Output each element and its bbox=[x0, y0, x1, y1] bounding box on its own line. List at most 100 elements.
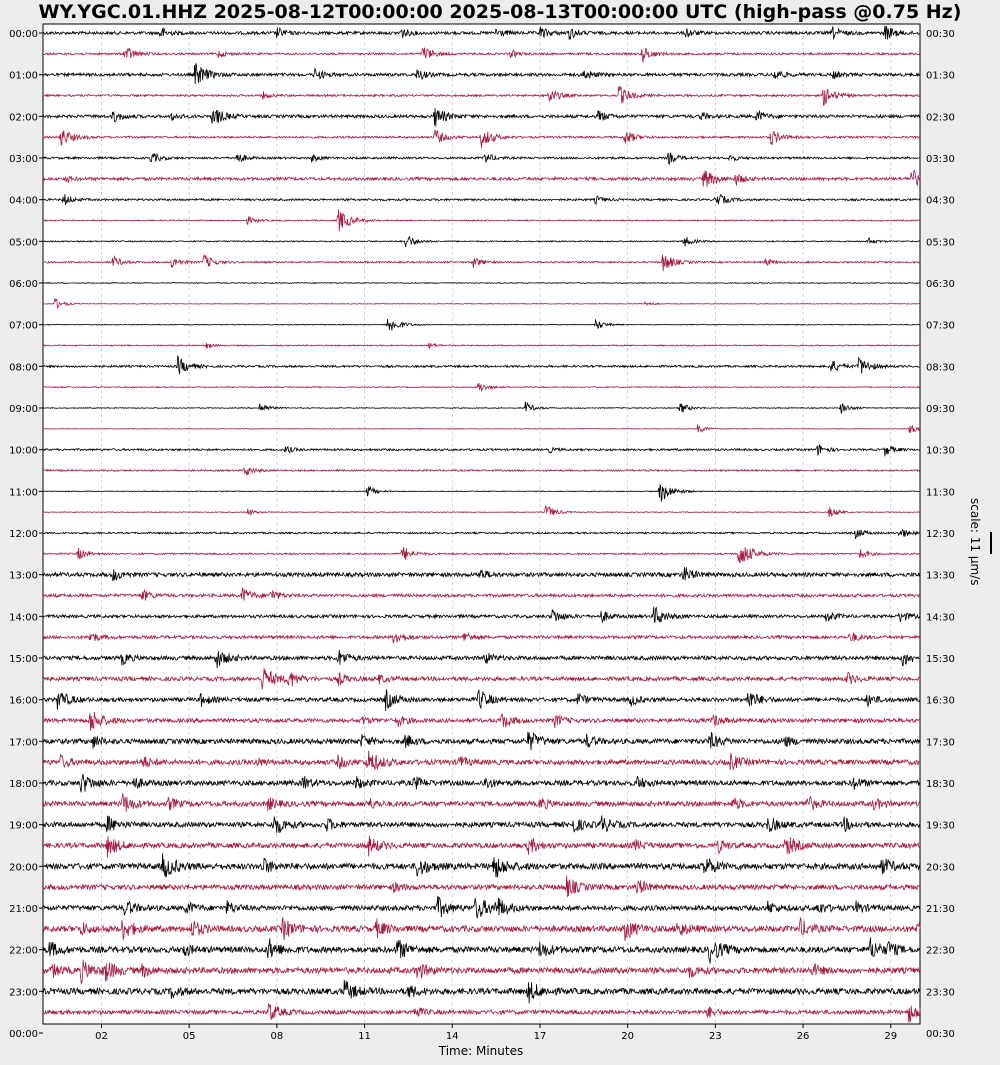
right-time-label: 19:30 bbox=[926, 821, 955, 832]
trace-row bbox=[42, 587, 921, 601]
trace-row bbox=[42, 355, 921, 375]
right-time-label: 10:30 bbox=[926, 446, 955, 457]
trace-row bbox=[42, 979, 921, 1004]
trace-row bbox=[42, 47, 921, 64]
plot-area bbox=[42, 23, 921, 1025]
right-time-label: 07:30 bbox=[926, 321, 955, 332]
right-time-label: 06:30 bbox=[926, 279, 955, 290]
right-time-label: 22:30 bbox=[926, 946, 955, 957]
right-time-label: 20:30 bbox=[926, 862, 955, 873]
x-tick-label: 14 bbox=[446, 1031, 459, 1042]
right-time-label: 05:30 bbox=[926, 237, 955, 248]
trace-row bbox=[42, 193, 921, 206]
right-time-label: 11:30 bbox=[926, 487, 955, 498]
left-time-label: 07:00 bbox=[9, 321, 38, 332]
right-time-label: 04:30 bbox=[926, 196, 955, 207]
trace-row bbox=[42, 606, 921, 624]
right-time-label: 09:30 bbox=[926, 404, 955, 415]
trace-row bbox=[42, 649, 921, 669]
trace-row bbox=[42, 382, 921, 392]
trace-row bbox=[42, 108, 921, 127]
left-time-labels: 00:00 01:00 02:00 03:00 04:00 05:00 06:00 07:00… bbox=[9, 29, 43, 1040]
right-time-label: 14:30 bbox=[926, 612, 955, 623]
trace-row bbox=[42, 959, 921, 985]
trace-row bbox=[42, 401, 921, 414]
right-time-label: 17:30 bbox=[926, 737, 955, 748]
trace-row bbox=[43, 567, 921, 582]
left-time-label: 18:00 bbox=[9, 779, 38, 790]
trace-row bbox=[42, 169, 921, 187]
right-time-label: 12:30 bbox=[926, 529, 955, 540]
x-tick-label: 26 bbox=[797, 1031, 810, 1042]
scale-label: scale: 11 µm/s bbox=[968, 498, 982, 585]
trace-row bbox=[42, 835, 921, 858]
trace-row bbox=[42, 63, 921, 85]
trace-row bbox=[42, 916, 921, 941]
trace-row bbox=[42, 209, 921, 232]
seismic-traces bbox=[42, 25, 921, 1024]
left-time-label: 21:00 bbox=[9, 904, 38, 915]
x-tick-label: 20 bbox=[621, 1031, 634, 1042]
left-time-label: 23:00 bbox=[9, 987, 38, 998]
right-time-label: 23:30 bbox=[926, 987, 955, 998]
trace-row bbox=[42, 505, 921, 518]
right-time-label: 18:30 bbox=[926, 779, 955, 790]
trace-row bbox=[42, 1002, 921, 1024]
chart-title: WY.YGC.01.HHZ 2025-08-12T00:00:00 2025-0… bbox=[38, 1, 962, 23]
trace-row bbox=[42, 85, 921, 106]
trace-row bbox=[42, 631, 921, 645]
left-time-label: 13:00 bbox=[9, 571, 38, 582]
right-time-label: 15:30 bbox=[926, 654, 955, 665]
left-time-label: 16:00 bbox=[9, 696, 38, 707]
right-time-label: 16:30 bbox=[926, 696, 955, 707]
left-time-label: 04:00 bbox=[9, 196, 38, 207]
trace-row bbox=[42, 731, 921, 751]
left-time-label: 19:00 bbox=[9, 821, 38, 832]
trace-row bbox=[42, 528, 921, 539]
right-time-label: 00:30 bbox=[926, 29, 955, 40]
x-tick-label: 29 bbox=[884, 1031, 897, 1042]
left-time-label: 00:00 bbox=[9, 29, 38, 40]
x-tick-label: 02 bbox=[95, 1031, 108, 1042]
trace-row bbox=[43, 712, 921, 732]
right-time-label: 08:30 bbox=[926, 362, 955, 373]
left-time-label: 02:00 bbox=[9, 112, 38, 123]
left-time-label: 08:00 bbox=[9, 362, 38, 373]
right-time-label: 03:30 bbox=[926, 154, 955, 165]
left-time-label: 03:00 bbox=[9, 154, 38, 165]
x-axis-ticks: 02 05 08 11 14 17 20 23 26 29 bbox=[95, 1024, 897, 1042]
right-time-label: 13:30 bbox=[926, 571, 955, 582]
trace-row bbox=[42, 896, 921, 919]
trace-row bbox=[42, 853, 921, 878]
left-time-label: 01:00 bbox=[9, 71, 38, 82]
x-axis-label: Time: Minutes bbox=[438, 1044, 523, 1058]
trace-row bbox=[42, 467, 921, 476]
right-time-labels: 00:30 01:30 02:30 03:30 04:30 05:30 06:30 07:30… bbox=[926, 29, 955, 1040]
scale-indicator: scale: 11 µm/s bbox=[968, 498, 992, 585]
trace-row bbox=[42, 235, 921, 248]
trace-row bbox=[42, 254, 921, 272]
trace-row bbox=[43, 424, 921, 434]
trace-row bbox=[42, 689, 921, 712]
left-time-label: 10:00 bbox=[9, 446, 38, 457]
x-tick-label: 11 bbox=[358, 1031, 371, 1042]
trace-row bbox=[42, 281, 921, 285]
trace-row bbox=[42, 483, 921, 502]
trace-row bbox=[42, 875, 921, 898]
x-tick-label: 23 bbox=[709, 1031, 722, 1042]
trace-row bbox=[42, 297, 921, 309]
left-time-label: 20:00 bbox=[9, 862, 38, 873]
left-time-label: 15:00 bbox=[9, 654, 38, 665]
trace-row bbox=[42, 937, 921, 964]
trace-row bbox=[42, 750, 921, 771]
left-time-label: 05:00 bbox=[9, 237, 38, 248]
left-time-label: 17:00 bbox=[9, 737, 38, 748]
trace-row bbox=[42, 793, 921, 812]
trace-row bbox=[42, 152, 921, 165]
trace-row bbox=[42, 342, 921, 350]
x-tick-label: 05 bbox=[183, 1031, 196, 1042]
trace-row bbox=[42, 318, 921, 331]
trace-row bbox=[43, 546, 921, 563]
x-tick-label: 17 bbox=[534, 1031, 547, 1042]
